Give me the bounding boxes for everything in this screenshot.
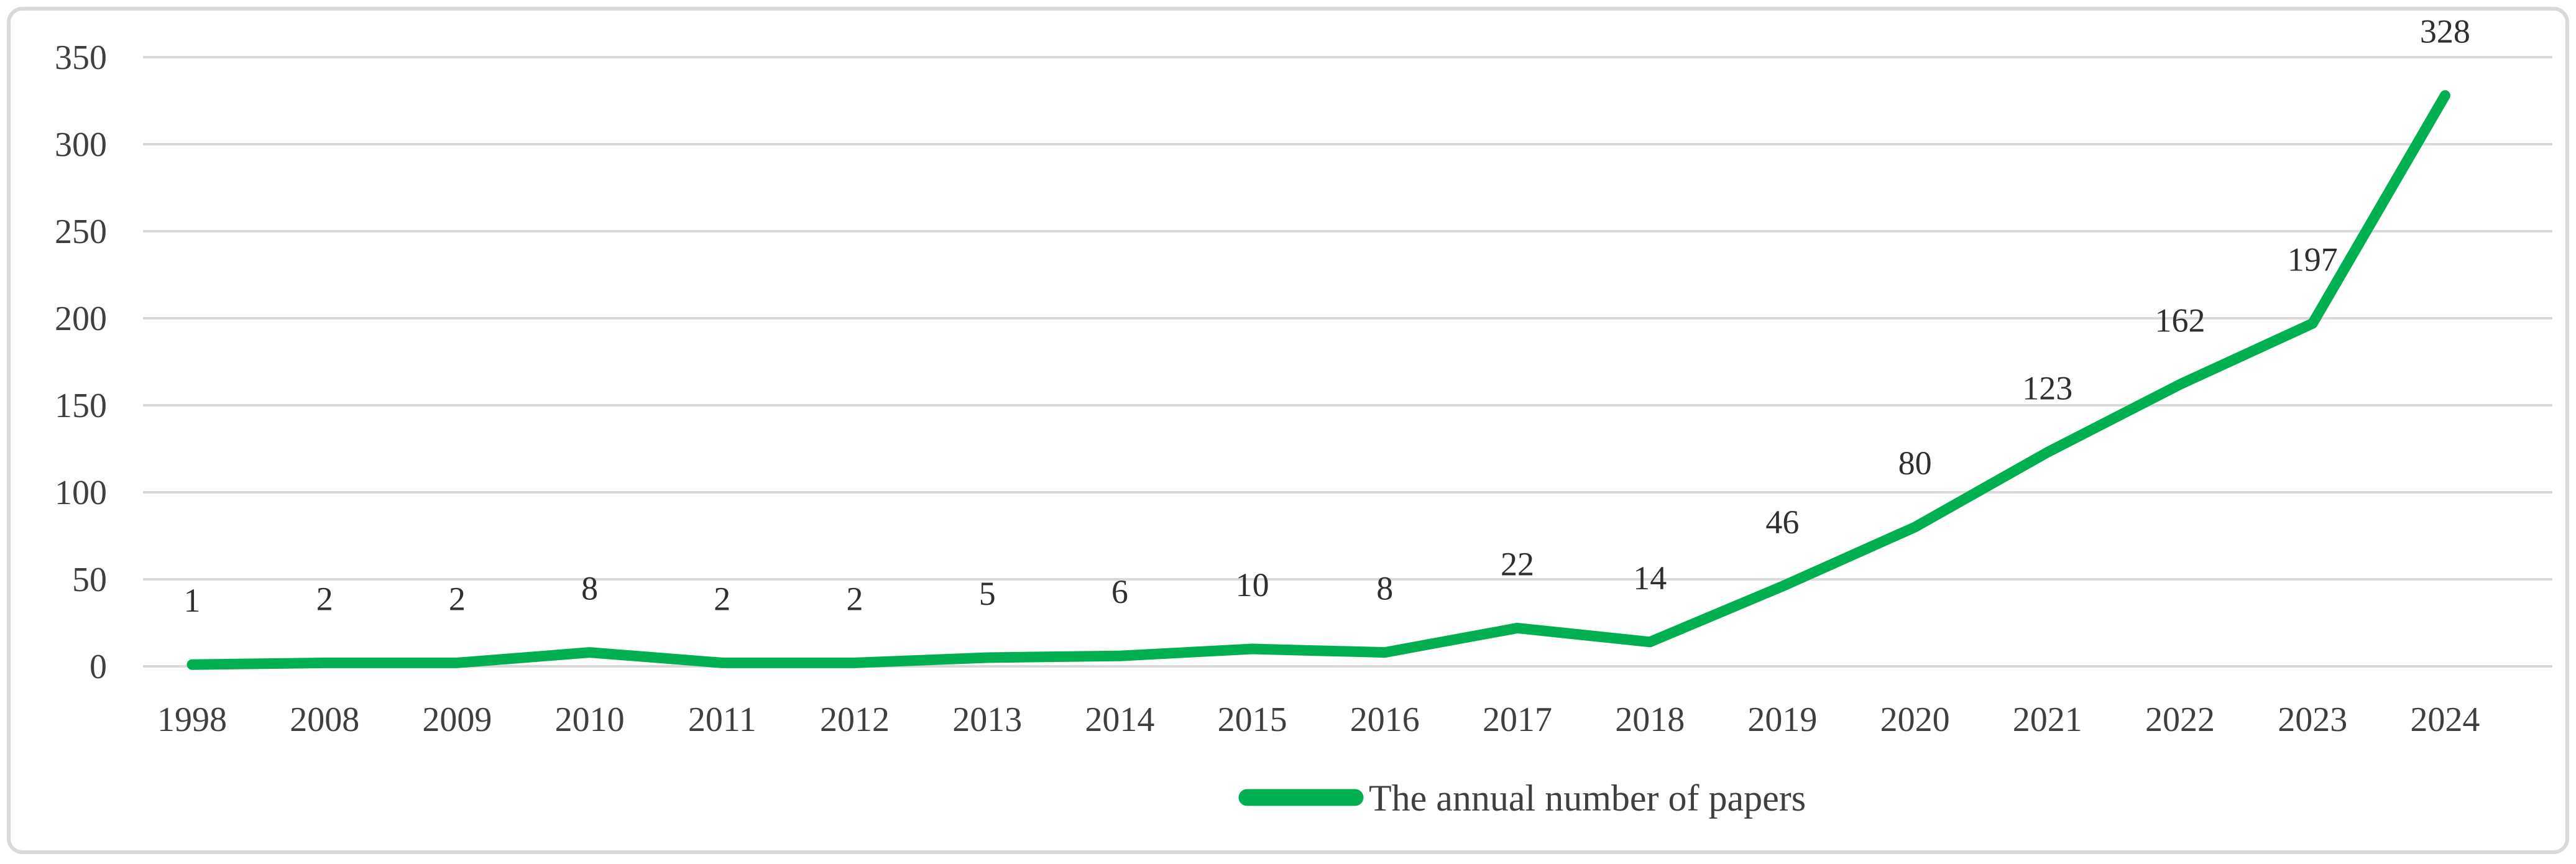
series-group [186, 90, 2450, 670]
x-tick-label: 2023 [2278, 701, 2347, 739]
x-tick-label: 2015 [1218, 701, 1287, 739]
data-label: 10 [1236, 566, 1269, 604]
y-tick-label: 0 [90, 648, 107, 686]
data-label: 8 [1376, 570, 1393, 607]
data-label: 1 [184, 582, 201, 619]
series-line [186, 90, 2450, 670]
data-label: 2 [847, 580, 863, 617]
x-tick-label: 2008 [290, 701, 359, 739]
x-tick-label: 2017 [1483, 701, 1552, 739]
x-tick-label: 2024 [2410, 701, 2480, 739]
legend-label: The annual number of papers [1369, 778, 1806, 819]
y-tick-label: 50 [72, 561, 107, 599]
x-tick-label: 2012 [820, 701, 890, 739]
x-tick-label: 2020 [1880, 701, 1950, 739]
data-label: 8 [581, 570, 598, 607]
data-label: 2 [316, 580, 333, 617]
y-tick-label: 200 [55, 300, 107, 338]
data-label: 22 [1501, 545, 1534, 582]
y-tick-label: 150 [55, 387, 107, 425]
x-tick-label: 2018 [1615, 701, 1685, 739]
data-label: 80 [1898, 444, 1932, 482]
x-axis-tick-labels: 1998 2008 2009 2010 2011 2012 2013 2014 2015 2016… [157, 701, 2480, 739]
y-tick-label: 300 [55, 126, 107, 164]
data-label: 123 [2022, 370, 2072, 407]
x-tick-label: 2016 [1350, 701, 1420, 739]
x-tick-label: 2013 [952, 701, 1022, 739]
data-label: 197 [2288, 241, 2338, 278]
data-label: 6 [1111, 573, 1128, 610]
data-label: 2 [714, 580, 730, 617]
panel-border [7, 7, 2569, 854]
y-axis-tick-labels: 0 50 100 150 200 250 300 350 [55, 39, 107, 686]
x-tick-label: 2019 [1747, 701, 1817, 739]
y-tick-label: 100 [55, 474, 107, 512]
x-tick-label: 2010 [555, 701, 625, 739]
x-tick-label: 2014 [1085, 701, 1154, 739]
y-tick-label: 350 [55, 39, 107, 77]
data-label: 46 [1765, 503, 1799, 541]
x-tick-label: 2021 [2013, 701, 2082, 739]
data-label: 162 [2155, 301, 2206, 339]
data-label: 5 [979, 575, 996, 612]
x-tick-label: 1998 [157, 701, 227, 739]
y-tick-label: 250 [55, 213, 107, 251]
x-tick-label: 2011 [688, 701, 757, 739]
data-label: 328 [2420, 13, 2470, 50]
legend: The annual number of papers [1238, 778, 1806, 819]
gridlines-group [143, 56, 2552, 668]
data-label: 2 [449, 580, 466, 617]
x-tick-label: 2009 [422, 701, 492, 739]
data-label: 14 [1633, 559, 1667, 597]
x-tick-label: 2022 [2145, 701, 2215, 739]
